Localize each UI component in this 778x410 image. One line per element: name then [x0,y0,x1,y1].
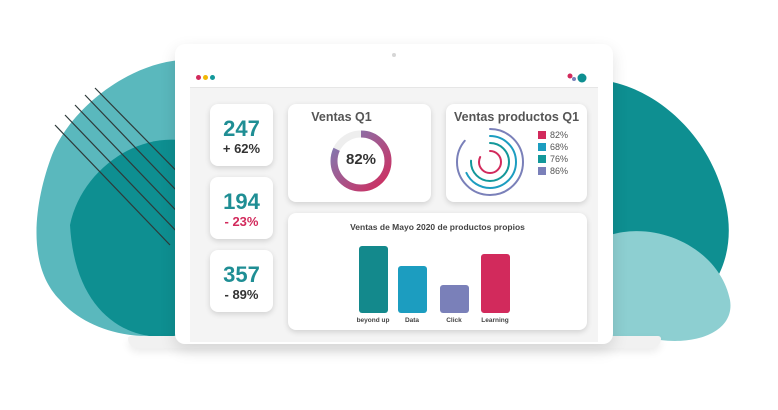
kpi-value: 357 [223,262,260,287]
ventas-productos-radial [456,128,524,196]
bar-area: beyond up Data Click Learning [288,213,587,330]
donut-arc [330,130,392,192]
legend-swatch [538,131,546,139]
bar-label: Learning [481,317,509,324]
bar-click[interactable] [439,284,469,313]
ventas-q1-card[interactable]: Ventas Q1 82% [288,104,431,202]
bar-label: Data [404,317,420,324]
radial-ring-1 [456,128,524,196]
radial-ring-4 [478,150,502,174]
radial-ring-3 [470,142,510,182]
camera-icon [392,53,396,57]
ventas-productos-card[interactable]: Ventas productos Q1 [446,104,587,202]
minimize-dot[interactable] [203,75,208,80]
user-avatar-icon[interactable] [566,72,588,84]
blob-left-dark [70,139,180,337]
maximize-dot[interactable] [210,75,215,80]
kpi-delta: - 23% [224,214,259,229]
bar-chart-card[interactable]: Ventas de Mayo 2020 de productos propios… [288,213,587,330]
bar-data[interactable] [397,266,427,313]
card-title: Ventas Q1 [311,110,372,124]
kpi-card-1[interactable]: 247 + 62% [210,104,273,166]
kpi-delta: + 62% [222,141,261,156]
blob-right-light [610,231,731,341]
bar-label: beyond up [356,317,390,324]
legend-label: 86% [550,166,569,176]
bar-beyond-up[interactable] [358,246,388,313]
close-dot[interactable] [196,75,201,80]
chart-title: Ventas de Mayo 2020 de productos propios [350,222,525,232]
donut-center-label: 82% [345,151,377,168]
legend-swatch [538,143,546,151]
ventas-q1-donut [330,130,392,192]
card-title: Ventas productos Q1 [453,110,580,124]
kpi-value: 194 [223,189,260,214]
legend-label: 82% [550,130,569,140]
kpi-card-3[interactable]: 357 - 89% [210,250,273,312]
legend-swatch [538,155,546,163]
kpi-value: 247 [223,116,260,141]
bar-learning[interactable] [480,254,510,313]
kpi-card-2[interactable]: 194 - 23% [210,177,273,239]
dashboard-topbar [190,66,598,88]
legend-label: 76% [550,154,569,164]
bar-label: Click [446,317,462,324]
radial-ring-2 [463,135,517,189]
legend-swatch [538,167,546,175]
legend-label: 68% [550,142,569,152]
kpi-delta: - 89% [224,287,259,302]
